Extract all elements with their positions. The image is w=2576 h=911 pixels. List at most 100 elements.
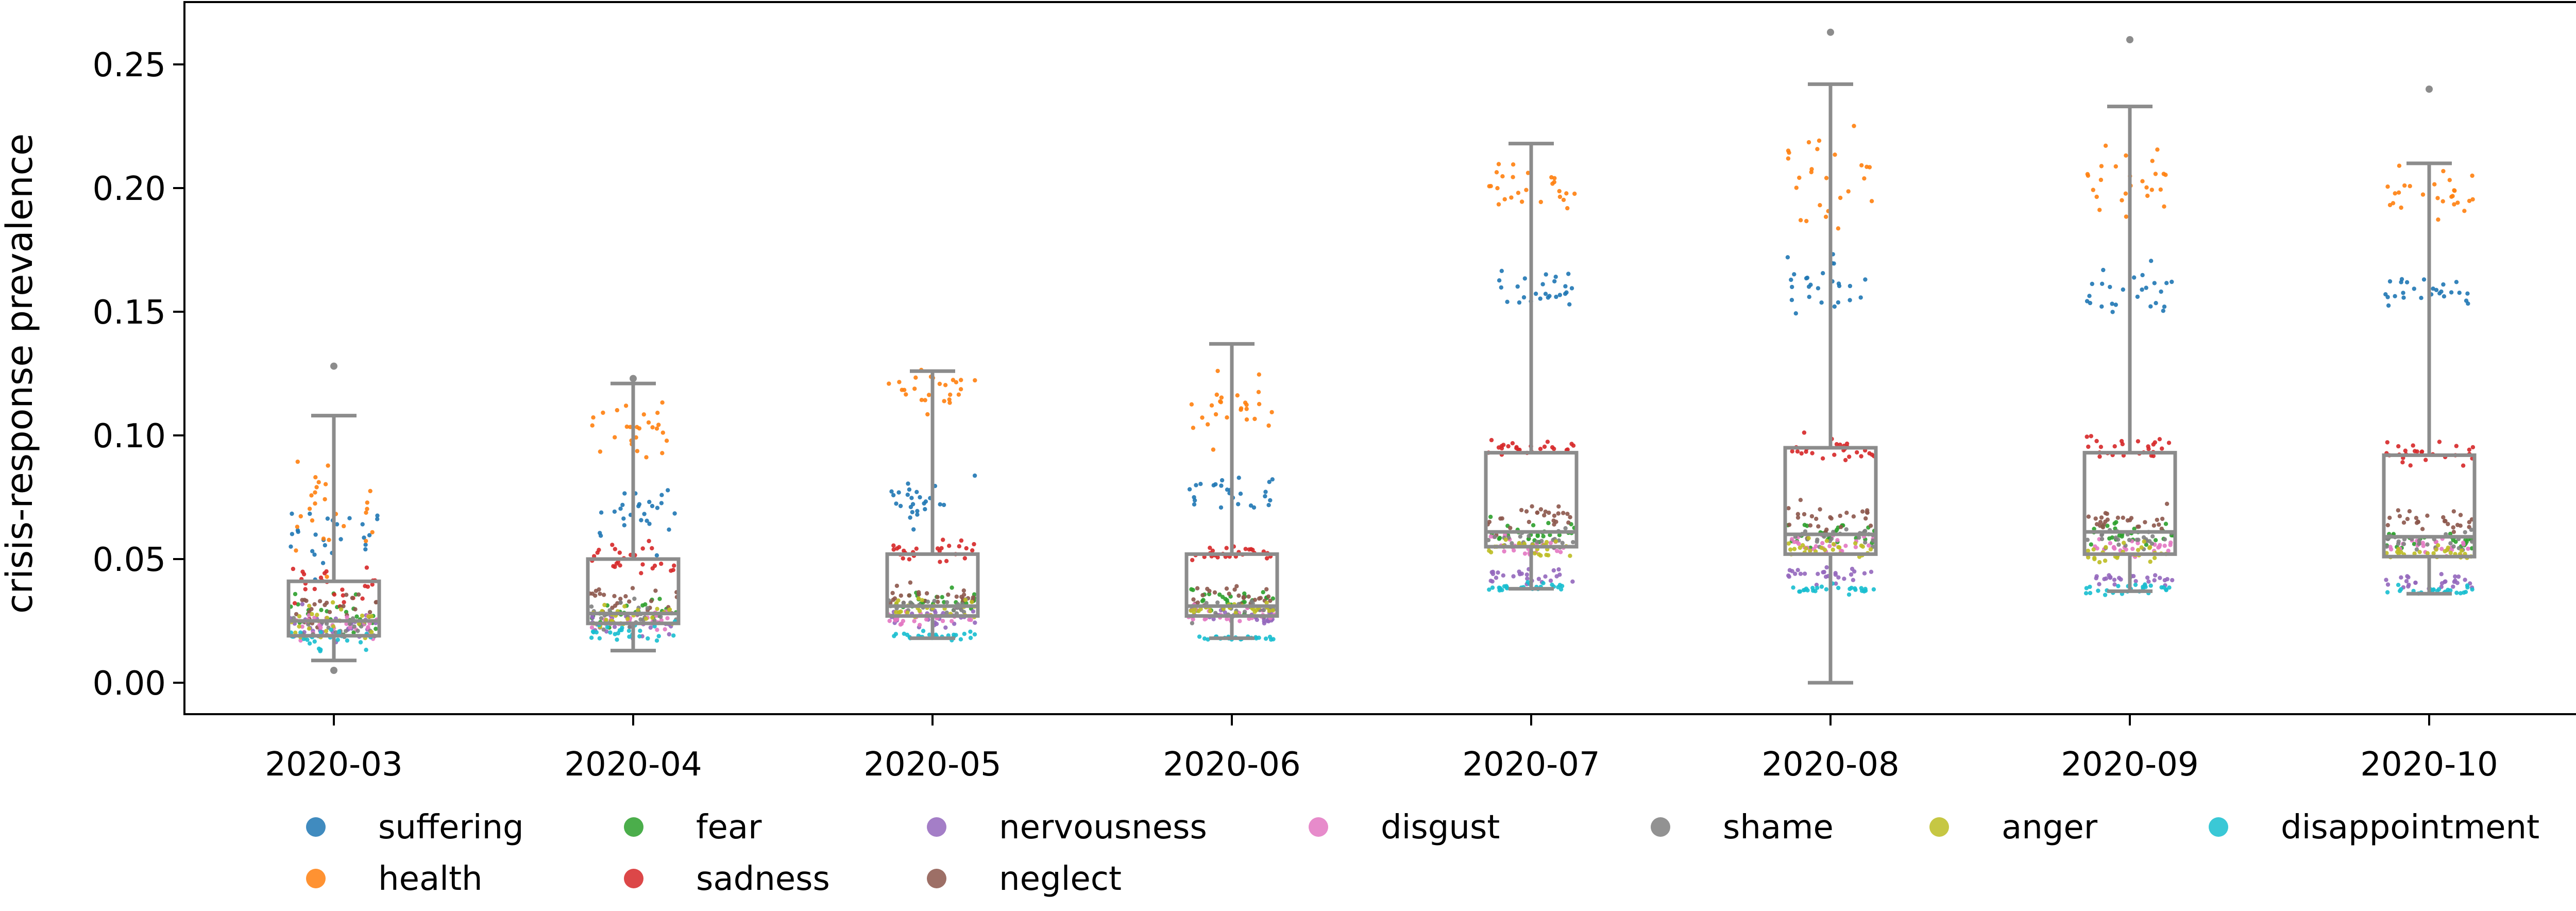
- point: [2101, 267, 2106, 273]
- point: [962, 632, 967, 636]
- x-tick-label: 2020-09: [2061, 746, 2198, 784]
- point: [625, 617, 630, 621]
- point: [618, 600, 623, 605]
- point: [338, 537, 343, 542]
- point: [1809, 514, 1815, 519]
- point: [1786, 506, 1791, 511]
- point: [2435, 196, 2440, 200]
- point: [1224, 586, 1229, 591]
- point: [1241, 595, 1246, 600]
- point: [2099, 304, 2104, 309]
- point: [1515, 284, 1520, 289]
- point: [307, 641, 312, 646]
- point: [2085, 172, 2090, 177]
- point: [2467, 447, 2471, 452]
- point: [1810, 451, 1815, 455]
- point: [1215, 600, 1220, 605]
- point: [664, 438, 669, 443]
- point: [312, 639, 317, 644]
- point: [897, 610, 902, 615]
- point: [1257, 402, 1262, 407]
- point: [1246, 594, 1251, 599]
- point: [648, 625, 653, 630]
- point: [1542, 513, 1547, 518]
- point: [1518, 534, 1522, 539]
- box-2020-04: [586, 375, 681, 653]
- point: [1506, 444, 1511, 449]
- point: [2094, 522, 2099, 527]
- point: [1536, 552, 1541, 557]
- point: [963, 598, 968, 602]
- point: [1495, 186, 1500, 191]
- point: [1869, 199, 1874, 204]
- point: [306, 622, 311, 627]
- point: [348, 625, 352, 630]
- point: [2403, 448, 2408, 453]
- point: [1508, 526, 1513, 530]
- point: [365, 584, 370, 589]
- point: [1254, 636, 1259, 641]
- point: [2412, 286, 2416, 291]
- point: [1862, 571, 1867, 576]
- point: [2130, 547, 2135, 551]
- point: [2413, 580, 2418, 585]
- point: [1563, 284, 1568, 289]
- point: [2164, 501, 2170, 506]
- point: [1242, 610, 1247, 614]
- point: [920, 598, 925, 602]
- point: [2088, 591, 2093, 596]
- point: [1832, 452, 1837, 457]
- point: [2152, 578, 2157, 583]
- point: [1191, 617, 1195, 622]
- point: [2137, 524, 2141, 529]
- point: [1836, 300, 1841, 305]
- point: [1503, 537, 1508, 542]
- x-tick-label: 2020-07: [1462, 746, 1600, 784]
- box-iqr: [1484, 451, 1579, 549]
- point: [663, 627, 667, 632]
- legend-item-nervousness: nervousness: [927, 808, 1207, 847]
- point: [2143, 584, 2148, 589]
- point: [2451, 525, 2455, 530]
- box-iqr: [286, 579, 381, 638]
- point: [364, 538, 368, 544]
- point: [2140, 273, 2145, 278]
- point: [2462, 209, 2467, 213]
- point: [2113, 302, 2118, 307]
- point: [942, 399, 946, 403]
- point: [891, 543, 896, 548]
- point: [1827, 544, 1832, 549]
- point: [1244, 417, 1249, 422]
- point: [647, 499, 652, 504]
- point: [1244, 407, 1249, 411]
- point: [360, 613, 365, 618]
- point: [590, 615, 595, 620]
- point: [1233, 611, 1238, 615]
- point: [1538, 296, 1543, 301]
- legend-label: disappointment: [2281, 808, 2539, 847]
- point: [1224, 546, 1229, 550]
- point: [2145, 575, 2150, 580]
- point: [1556, 567, 1561, 572]
- point: [2452, 202, 2456, 207]
- point: [297, 624, 301, 629]
- point: [1232, 587, 1237, 592]
- point: [2441, 168, 2446, 174]
- point: [1834, 442, 1839, 447]
- point: [1844, 441, 1850, 446]
- point: [2417, 550, 2422, 554]
- point: [1816, 571, 1820, 577]
- point: [2108, 575, 2113, 580]
- point: [2396, 444, 2401, 449]
- point: [2405, 574, 2410, 579]
- point: [659, 501, 664, 505]
- point: [589, 604, 594, 609]
- point: [2387, 515, 2392, 520]
- point: [954, 594, 959, 599]
- point: [1205, 586, 1210, 592]
- point: [1790, 449, 1794, 454]
- point: [1817, 138, 1822, 143]
- point: [1816, 286, 1821, 291]
- point: [1813, 589, 1818, 594]
- point: [608, 630, 613, 635]
